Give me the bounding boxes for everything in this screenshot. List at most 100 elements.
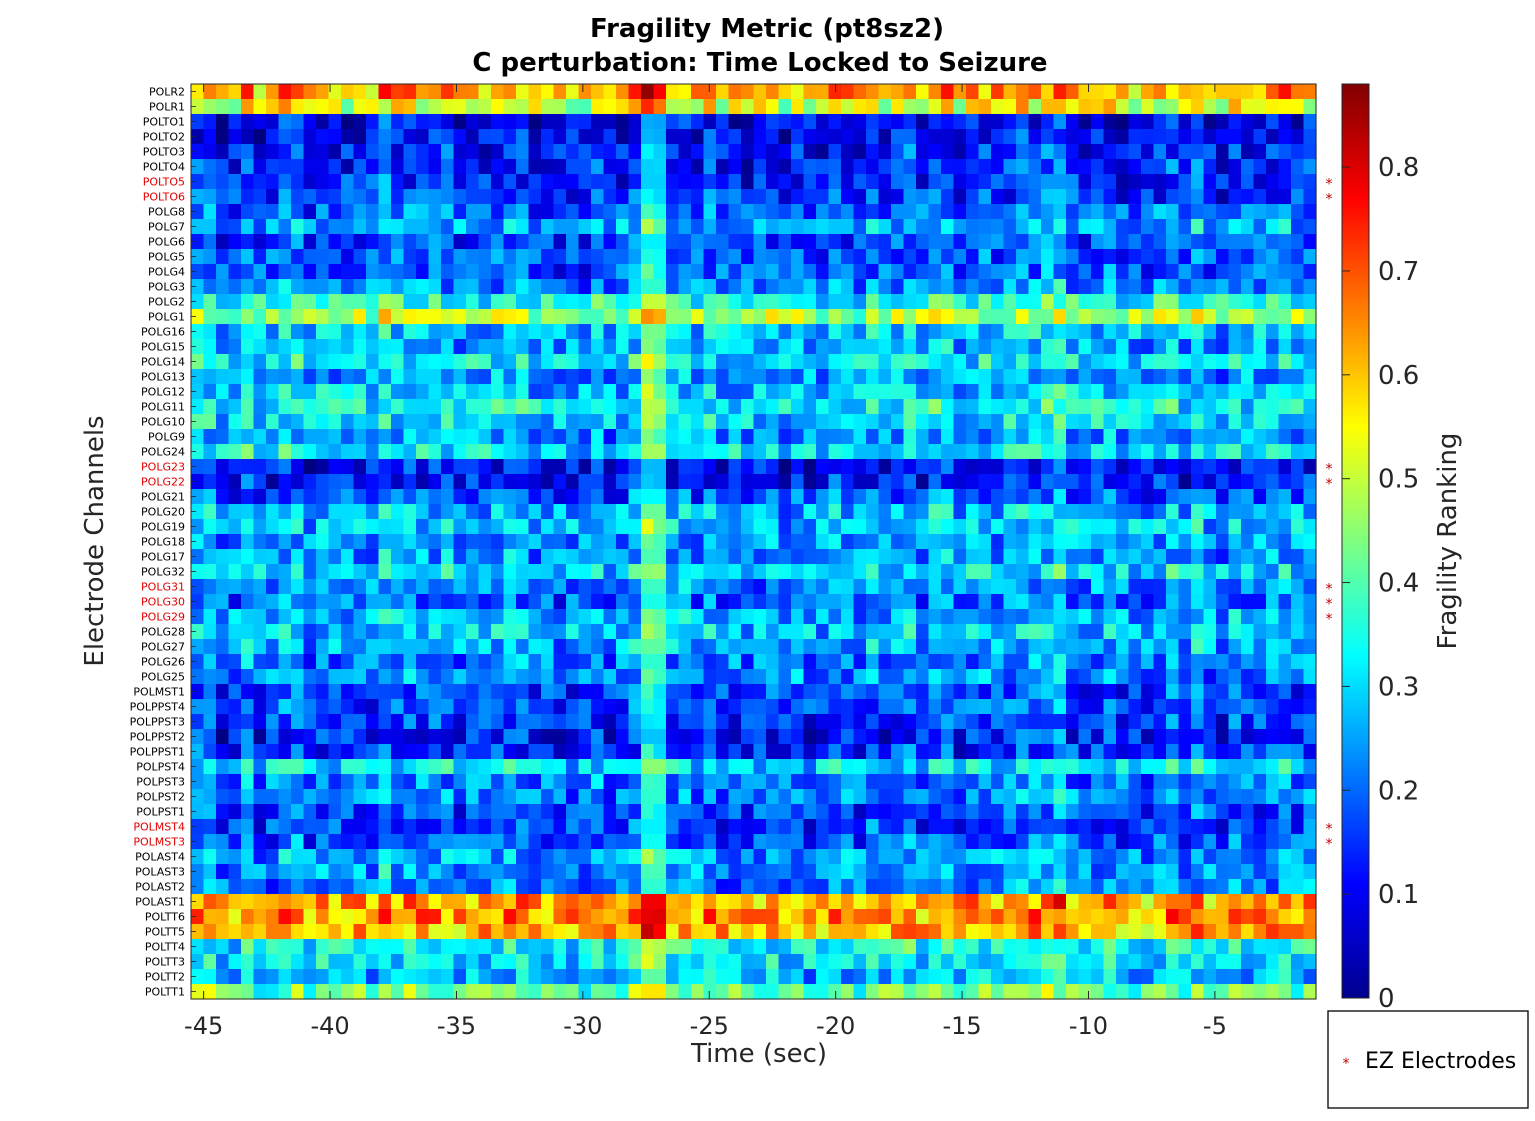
heat-cell	[691, 264, 705, 280]
heat-cell	[778, 894, 792, 910]
heat-cell	[528, 264, 542, 280]
heat-cell	[941, 729, 955, 745]
heat-cell	[816, 189, 830, 205]
heat-cell	[741, 384, 755, 400]
heat-cell	[416, 519, 430, 535]
heat-cell	[253, 459, 267, 475]
heat-cell	[291, 504, 305, 520]
heat-cell	[878, 504, 892, 520]
heat-cell	[816, 504, 830, 520]
heat-cell	[1028, 159, 1042, 175]
heat-cell	[1153, 804, 1167, 820]
heat-cell	[241, 849, 255, 865]
heat-cell	[666, 804, 680, 820]
heat-cell	[466, 549, 480, 565]
heat-cell	[728, 339, 742, 355]
heat-cell	[428, 459, 442, 475]
heat-cell	[1153, 189, 1167, 205]
heat-cell	[578, 84, 592, 100]
heat-cell	[1278, 654, 1292, 670]
heat-cell	[653, 639, 667, 655]
heat-cell	[566, 249, 580, 265]
heat-cell	[1028, 534, 1042, 550]
heat-cell	[1228, 474, 1242, 490]
heat-cell	[741, 504, 755, 520]
heat-cell	[953, 879, 967, 895]
heat-cell	[353, 594, 367, 610]
heat-cell	[378, 219, 392, 235]
heat-cell	[328, 849, 342, 865]
heat-cell	[791, 384, 805, 400]
heat-cell	[316, 114, 330, 130]
heat-cell	[291, 189, 305, 205]
heat-cell	[1053, 489, 1067, 505]
heat-cell	[1103, 294, 1117, 310]
heat-cell	[266, 159, 280, 175]
heat-cell	[1191, 819, 1205, 835]
heat-cell	[666, 609, 680, 625]
heat-cell	[1103, 144, 1117, 160]
heat-cell	[1053, 294, 1067, 310]
heat-cell	[403, 729, 417, 745]
heat-cell	[828, 849, 842, 865]
heat-cell	[1203, 384, 1217, 400]
heat-cell	[1041, 744, 1055, 760]
heat-cell	[828, 264, 842, 280]
heat-cell	[1178, 774, 1192, 790]
heat-cell	[1091, 324, 1105, 340]
heat-cell	[1141, 774, 1155, 790]
heat-cell	[366, 459, 380, 475]
heat-cell	[1103, 714, 1117, 730]
heat-cell	[1116, 174, 1130, 190]
heat-cell	[878, 849, 892, 865]
heat-cell	[603, 159, 617, 175]
heat-cell	[203, 354, 217, 370]
heat-cell	[328, 324, 342, 340]
heat-cell	[753, 174, 767, 190]
heat-cell	[1041, 669, 1055, 685]
heat-cell	[1303, 459, 1317, 475]
heat-cell	[353, 174, 367, 190]
heat-cell	[1203, 519, 1217, 535]
heat-cell	[803, 744, 817, 760]
heat-cell	[1116, 144, 1130, 160]
heat-cell	[441, 819, 455, 835]
heat-cell	[453, 834, 467, 850]
heat-cell	[1078, 189, 1092, 205]
heat-cell	[1166, 264, 1180, 280]
heat-cell	[1166, 219, 1180, 235]
heat-cell	[578, 459, 592, 475]
heat-cell	[991, 864, 1005, 880]
heat-cell	[1291, 594, 1305, 610]
heat-cell	[1241, 759, 1255, 775]
heat-cell	[628, 129, 642, 145]
heat-cell	[316, 579, 330, 595]
heat-cell	[903, 489, 917, 505]
heat-cell	[478, 129, 492, 145]
heat-cell	[428, 744, 442, 760]
heat-cell	[716, 879, 730, 895]
heat-cell	[1253, 309, 1267, 325]
heat-cell	[491, 519, 505, 535]
heat-cell	[203, 489, 217, 505]
heat-cell	[316, 729, 330, 745]
heat-cell	[378, 684, 392, 700]
heat-cell	[378, 519, 392, 535]
heat-cell	[978, 654, 992, 670]
heat-cell	[516, 414, 530, 430]
heat-cell	[378, 444, 392, 460]
heat-cell	[928, 129, 942, 145]
heat-cell	[416, 474, 430, 490]
heat-cell	[341, 624, 355, 640]
heat-cell	[628, 459, 642, 475]
heat-cell	[928, 534, 942, 550]
heat-cell	[441, 99, 455, 115]
heat-cell	[691, 849, 705, 865]
heat-cell	[1053, 369, 1067, 385]
heat-cell	[1178, 684, 1192, 700]
heat-cell	[503, 99, 517, 115]
heat-cell	[1078, 384, 1092, 400]
heat-cell	[703, 99, 717, 115]
heat-cell	[1103, 159, 1117, 175]
heat-cell	[666, 354, 680, 370]
